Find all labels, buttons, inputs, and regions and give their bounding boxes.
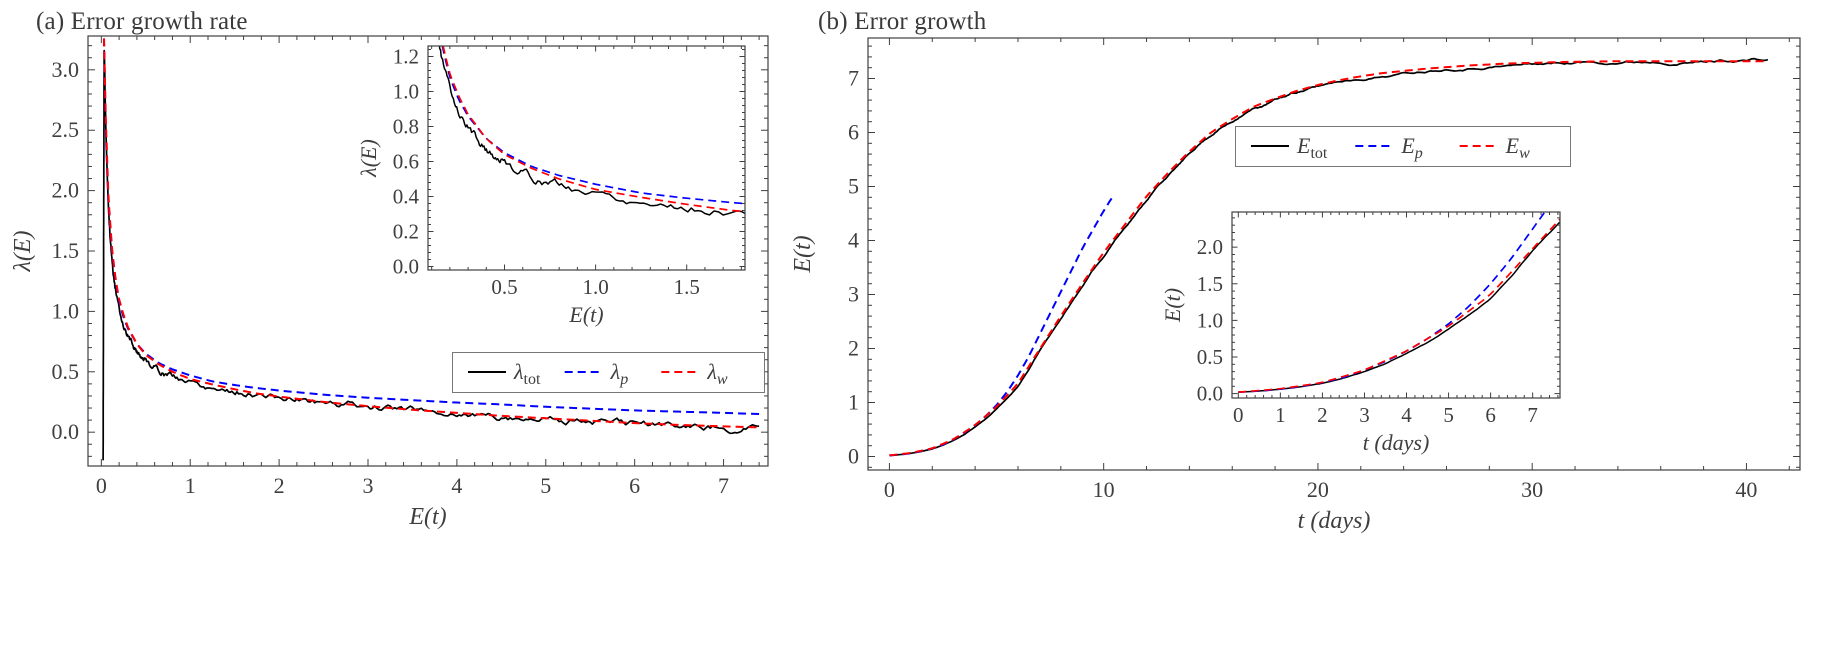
y-tick-label: 1.5 [52, 238, 80, 263]
y-tick-label: 0.0 [52, 419, 80, 444]
chart-b-ticks [868, 38, 1800, 470]
y-axis-label: λ(E) [356, 139, 381, 178]
x-tick-label: 4 [451, 473, 462, 498]
legend-label: Etot [1296, 133, 1328, 162]
series-lambda-w [103, 38, 760, 429]
y-tick-label: 6 [848, 120, 859, 145]
x-tick-label: 1 [185, 473, 196, 498]
series-lambda-w-inset [442, 46, 745, 213]
x-tick-label: 4 [1401, 403, 1412, 427]
legend-label: Ew [1505, 133, 1530, 162]
x-tick-label: 1.0 [582, 275, 608, 299]
y-tick-label: 0 [848, 444, 859, 469]
chart-b-inset-plot-area [1232, 212, 1560, 398]
chart-a-ticks [88, 36, 768, 466]
y-tick-label: 1.0 [1197, 308, 1223, 332]
y-tick-label: 3.0 [52, 57, 80, 82]
series-e-p [889, 196, 1114, 457]
series-lambda-tot [102, 49, 760, 461]
y-axis-label: E(t) [1160, 288, 1185, 323]
x-axis-label: t (days) [1363, 430, 1430, 455]
x-tick-label: 30 [1521, 477, 1543, 502]
chart-b-inset-frame [1231, 211, 1561, 399]
legend-frame [1235, 126, 1571, 167]
y-tick-label: 1 [848, 390, 859, 415]
x-tick-label: 7 [1527, 403, 1538, 427]
y-tick-label: 2.0 [52, 178, 80, 203]
x-tick-label: 0.5 [491, 275, 517, 299]
y-tick-label: 0.5 [52, 359, 80, 384]
chart-b-frame [867, 37, 1801, 471]
x-tick-label: 6 [629, 473, 640, 498]
chart-a: 0 1 2 3 4 5 6 70.00.51.01.52.02.53.0E(t)λ(E)0.5… [10, 35, 769, 530]
y-tick-label: 0.5 [1197, 345, 1223, 369]
x-tick-label: 1.5 [674, 275, 700, 299]
x-tick-label: 20 [1307, 477, 1329, 502]
x-axis-label: E(t) [408, 504, 446, 530]
y-tick-label: 2 [848, 336, 859, 361]
series-e-w-inset [1238, 217, 1560, 393]
x-axis-label: t (days) [1298, 508, 1371, 534]
x-tick-label: 5 [540, 473, 551, 498]
series-e-p-inset [1238, 212, 1546, 393]
series-lambda-tot-inset [438, 46, 745, 216]
chart-a-inset-ticks [428, 46, 745, 270]
x-tick-label: 0 [884, 477, 895, 502]
y-tick-label: 0.6 [393, 150, 419, 174]
y-tick-label: 1.0 [52, 298, 80, 323]
x-tick-label: 2 [1317, 403, 1328, 427]
y-tick-label: 0.8 [393, 115, 419, 139]
y-tick-label: 7 [848, 66, 859, 91]
y-tick-label: 0.4 [393, 185, 420, 209]
y-axis-label: E(t) [790, 235, 816, 273]
x-tick-label: 0 [96, 473, 107, 498]
chart-a-inset-plot-area [428, 46, 745, 270]
x-tick-label: 10 [1093, 477, 1115, 502]
panel-b-title: (b) Error growth [818, 8, 987, 35]
y-tick-label: 0.0 [393, 255, 419, 279]
legend-label: λw [706, 359, 728, 388]
x-tick-label: 2 [274, 473, 285, 498]
legend: Etot Ep Ew [1235, 126, 1571, 167]
series-e-tot-inset [1238, 220, 1560, 393]
x-tick-label: 3 [1359, 403, 1370, 427]
y-axis-label: λ(E) [10, 230, 36, 272]
y-tick-label: 1.0 [393, 80, 419, 104]
y-tick-label: 1.5 [1197, 272, 1223, 296]
y-tick-label: 0.0 [1197, 382, 1223, 406]
x-tick-label: 5 [1443, 403, 1454, 427]
y-tick-label: 2.0 [1197, 235, 1223, 259]
x-tick-label: 3 [363, 473, 374, 498]
x-tick-label: 1 [1275, 403, 1286, 427]
y-tick-label: 3 [848, 282, 859, 307]
y-tick-label: 4 [848, 228, 859, 253]
x-axis-label: E(t) [568, 302, 603, 327]
chart-b-inset: 0 1 2 3 4 5 6 7 0.0 0.5 1.0 1.5 2.0 t (days) E(t) [1160, 211, 1561, 455]
x-tick-label: 40 [1735, 477, 1757, 502]
legend: λtot λp λw [452, 352, 765, 393]
y-tick-label: 2.5 [52, 117, 80, 142]
chart-b-inset-ticks [1232, 212, 1560, 398]
chart-a-inset-frame [427, 45, 746, 271]
y-tick-label: 1.2 [393, 45, 419, 69]
series-e-tot [889, 57, 1769, 457]
x-tick-label: 7 [718, 473, 729, 498]
chart-b: 0 10 20 30 40 0 1 2 3 4 5 6 7 t (days) E(t) 0 1 2 3 4 5 6 7 0.0… [790, 37, 1801, 534]
y-tick-label: 5 [848, 174, 859, 199]
x-tick-label: 6 [1485, 403, 1496, 427]
y-tick-label: 0.2 [393, 220, 419, 244]
chart-a-inset: 0.5 1.0 1.5 0.0 0.2 0.4 0.6 0.8 1.0 1.2 E(t) λ(E) [356, 45, 746, 327]
legend-label: Ep [1400, 133, 1422, 162]
panel-a-title: (a) Error growth rate [36, 8, 248, 35]
legend-label: λtot [513, 359, 541, 388]
x-tick-label: 0 [1233, 403, 1244, 427]
legend-label: λp [610, 359, 629, 388]
